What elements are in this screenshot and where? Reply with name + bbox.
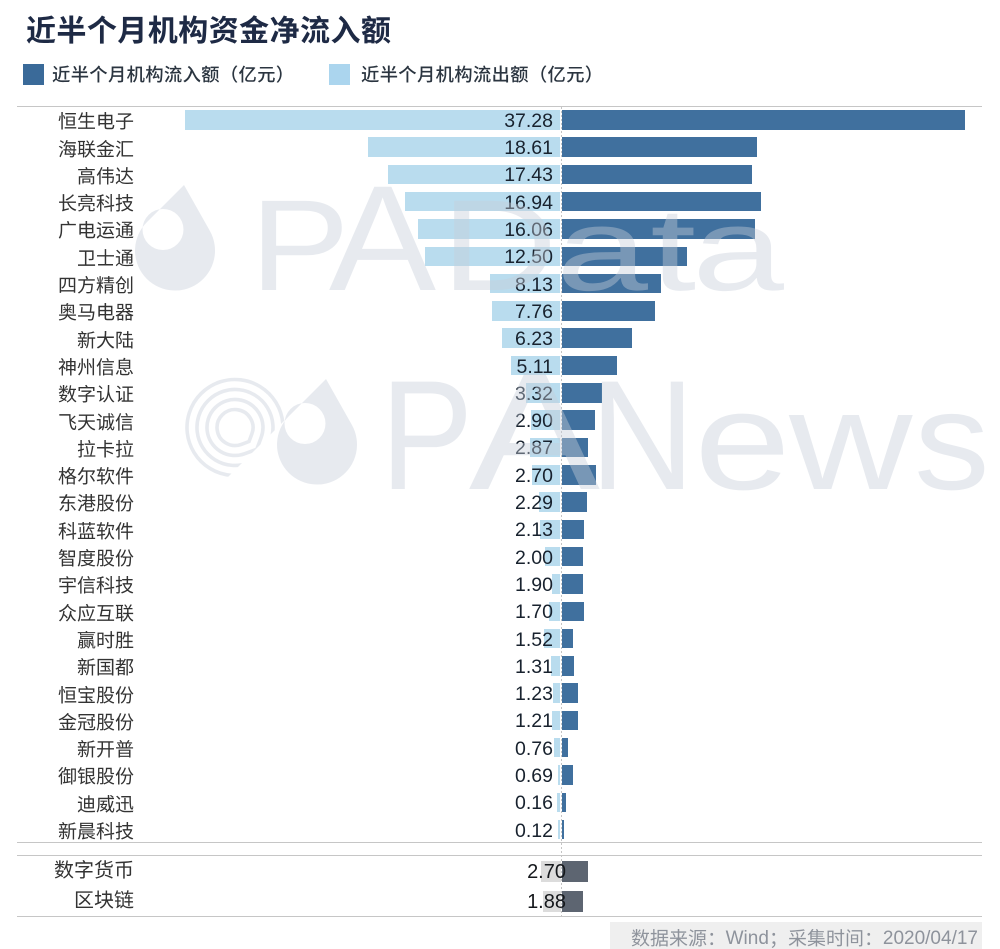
svg-text:s: s (914, 362, 990, 519)
svg-text:a: a (692, 184, 784, 316)
svg-text:t: t (650, 184, 696, 316)
svg-text:P: P (250, 172, 350, 317)
svg-text:w: w (788, 363, 914, 519)
svg-text:a: a (556, 184, 648, 316)
svg-text:e: e (694, 363, 791, 519)
svg-text:N: N (590, 348, 695, 522)
svg-text:P: P (380, 349, 473, 523)
svg-text:D: D (441, 173, 558, 318)
svg-text:A: A (469, 337, 600, 525)
svg-text:A: A (329, 154, 437, 322)
